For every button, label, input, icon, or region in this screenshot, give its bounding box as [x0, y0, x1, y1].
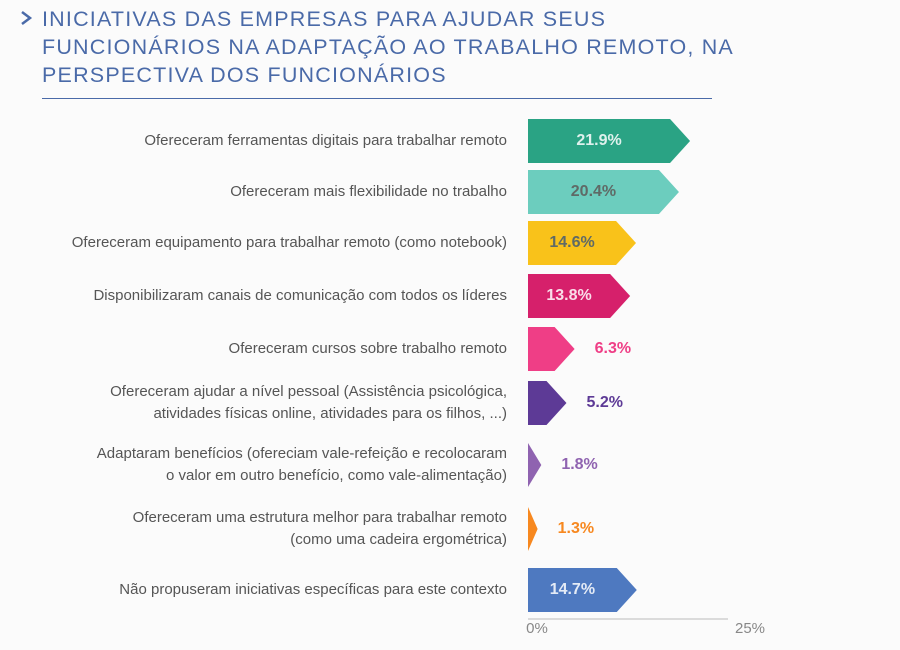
- value-label: 1.8%: [561, 456, 597, 473]
- bar: [528, 221, 637, 265]
- x-tick-label: 25%: [735, 620, 765, 637]
- bar: [528, 568, 637, 612]
- category-label: Ofereceram ferramentas digitais para tra…: [144, 132, 507, 149]
- value-label: 1.3%: [558, 520, 594, 537]
- bar: [528, 327, 575, 371]
- bar: [528, 381, 567, 425]
- category-label: Ofereceram uma estrutura melhor para tra…: [132, 509, 507, 548]
- category-label: Ofereceram mais flexibilidade no trabalh…: [230, 183, 507, 200]
- bar: [528, 443, 542, 487]
- title-rule: [42, 98, 712, 99]
- bar: [528, 507, 538, 551]
- value-label: 20.4%: [571, 183, 616, 200]
- category-label: Ofereceram equipamento para trabalhar re…: [71, 234, 507, 251]
- bar: [528, 274, 631, 318]
- category-label: Disponibilizaram canais de comunicação c…: [93, 287, 507, 304]
- x-tick-label: 0%: [526, 620, 548, 637]
- chart-title: INICIATIVAS DAS EMPRESAS PARA AJUDAR SEU…: [42, 7, 734, 87]
- value-label: 6.3%: [595, 340, 631, 357]
- value-label: 21.9%: [576, 132, 621, 149]
- value-label: 5.2%: [586, 394, 622, 411]
- category-label: Adaptaram benefícios (ofereciam vale-ref…: [96, 445, 507, 484]
- bar: [528, 119, 691, 163]
- category-label: Ofereceram ajudar a nível pessoal (Assis…: [110, 383, 507, 422]
- value-label: 13.8%: [546, 287, 591, 304]
- value-label: 14.6%: [549, 234, 594, 251]
- title-marker: [21, 11, 33, 25]
- category-label: Ofereceram cursos sobre trabalho remoto: [228, 340, 507, 357]
- category-label: Não propuseram iniciativas específicas p…: [119, 581, 507, 598]
- value-label: 14.7%: [550, 581, 595, 598]
- bar: [528, 170, 679, 214]
